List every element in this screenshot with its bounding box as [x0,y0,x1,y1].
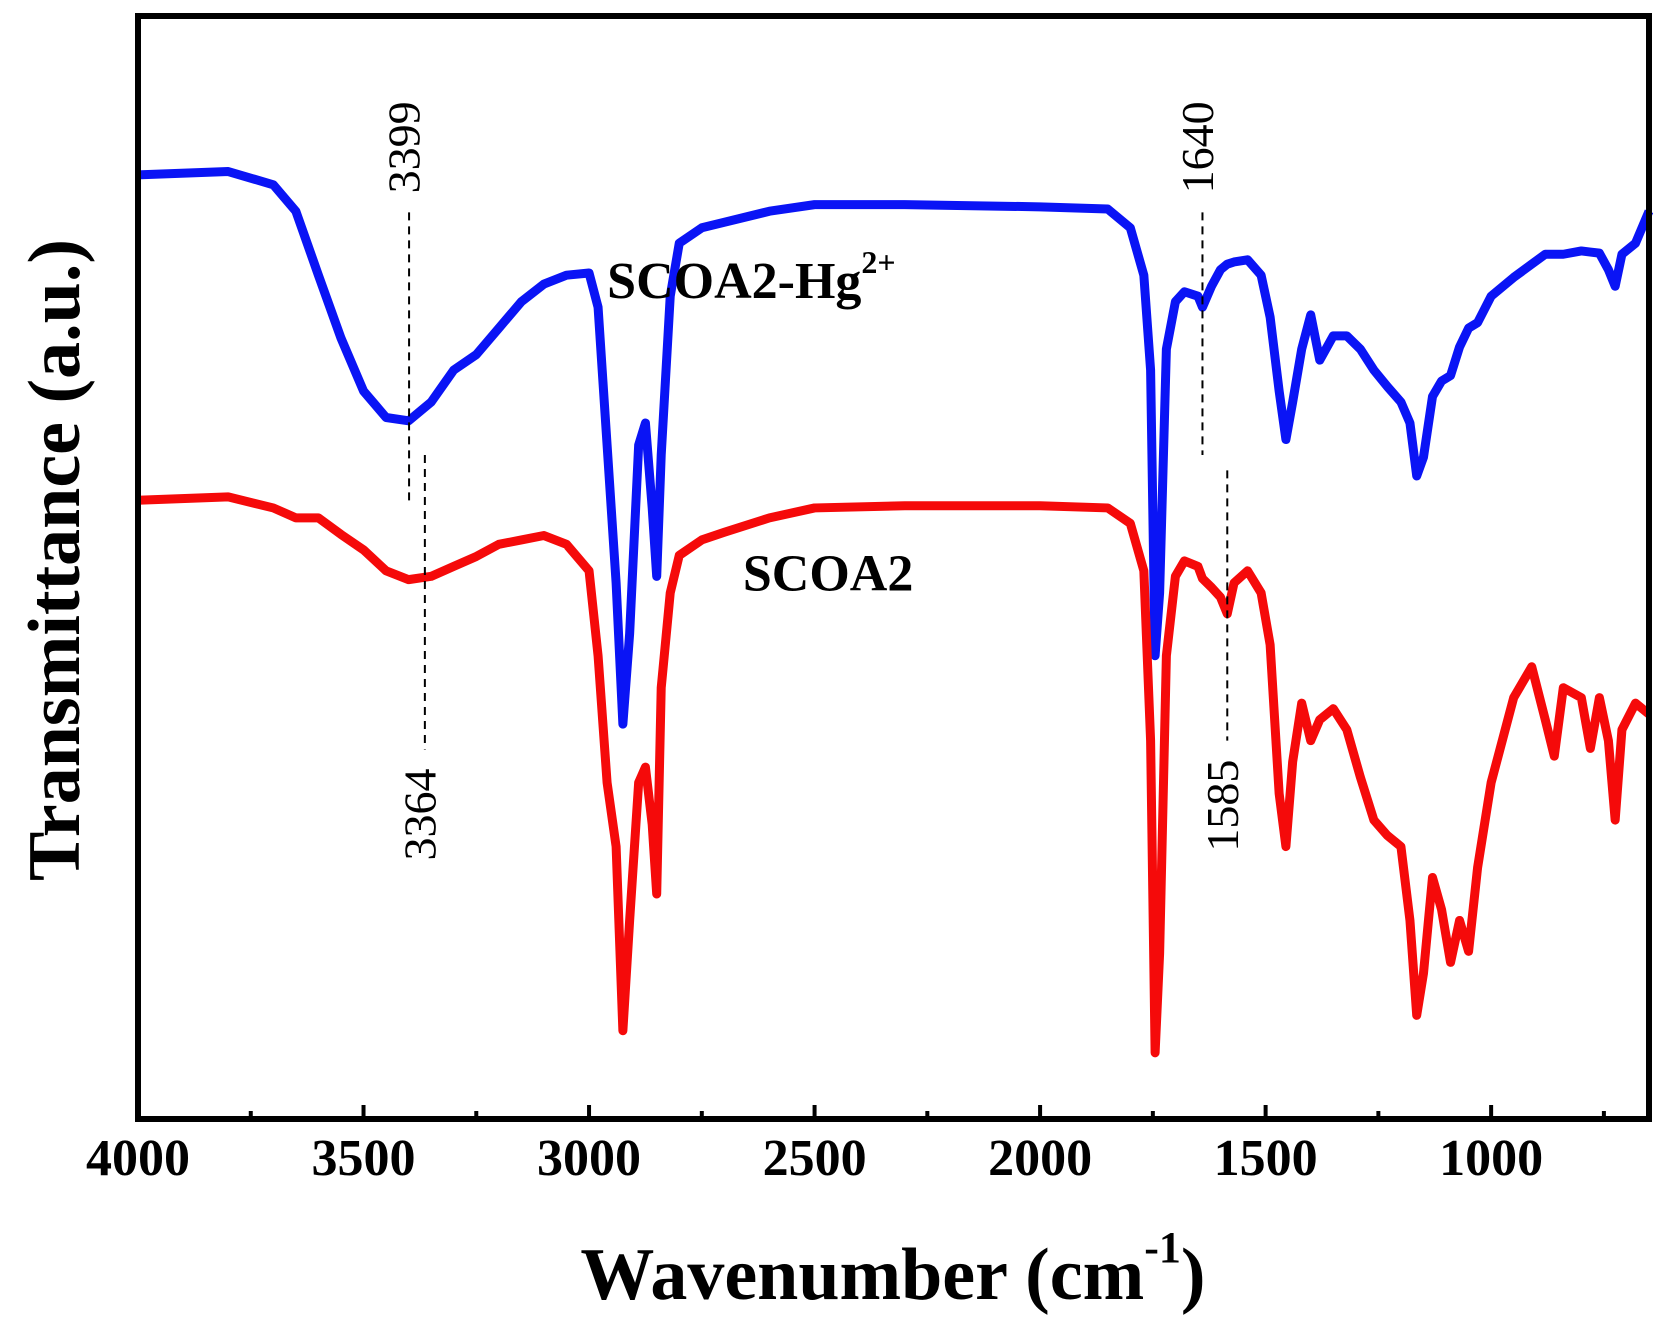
annotation-label: 3399 [379,101,430,193]
x-title-end: ) [1181,1234,1206,1316]
series-label-name: SCOA2 [743,545,913,602]
x-title-sup: -1 [1144,1223,1181,1272]
x-tick-label: 3500 [312,1130,416,1187]
x-tick-label: 4000 [86,1130,190,1187]
annotation-label: 3364 [394,768,445,860]
y-axis-title: Transmittance (a.u.) [14,239,96,881]
series-line [137,167,1654,729]
series-label: SCOA2 [743,545,913,602]
series-label-sup: 2+ [861,245,895,281]
series-line [137,492,1652,1058]
series-label-name: SCOA2-Hg [607,253,861,310]
x-tick-label: 1000 [1439,1130,1543,1187]
x-axis-title: Wavenumber (cm-1) [580,1223,1205,1316]
annotation-label: 1585 [1197,760,1248,852]
x-tick-label: 1500 [1214,1130,1318,1187]
x-tick-label: 3000 [537,1130,641,1187]
x-tick-label: 2500 [763,1130,867,1187]
x-title-text: Wavenumber (cm [580,1234,1144,1316]
annotation-label: 1640 [1172,101,1223,193]
series-label: SCOA2-Hg2+ [607,245,895,311]
x-tick-label: 2000 [988,1130,1092,1187]
plot-frame [135,13,1652,1122]
